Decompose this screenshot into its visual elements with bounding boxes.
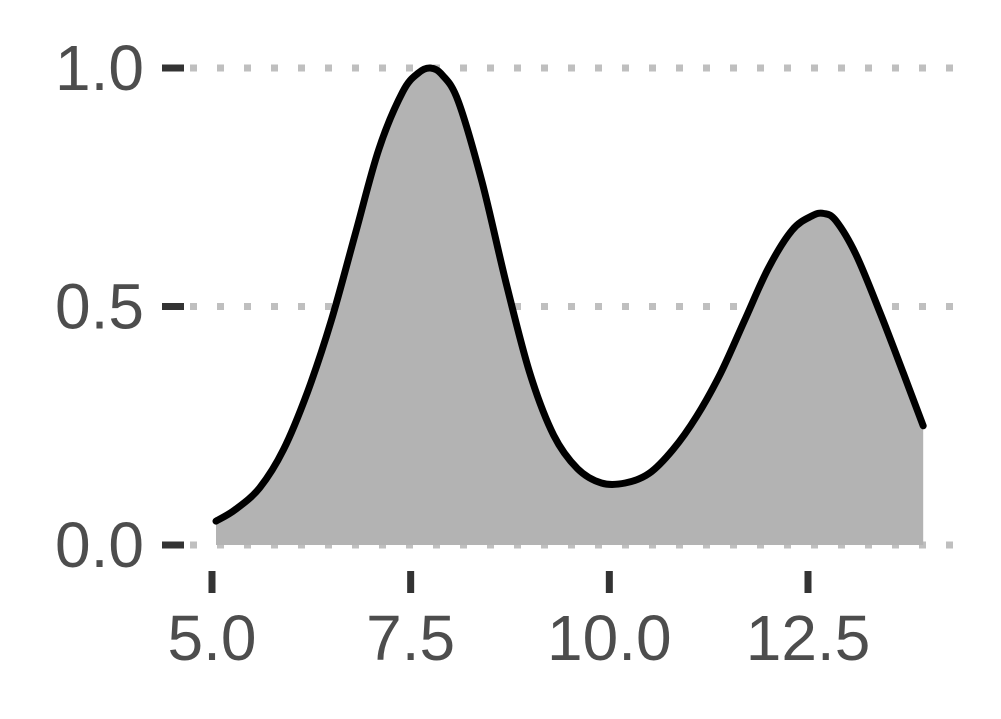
x-tick-label: 7.5 (366, 602, 455, 674)
density-area (216, 67, 924, 546)
y-tick-label: 0.0 (55, 509, 144, 581)
y-axis: 0.0 0.5 1.0 (55, 32, 184, 581)
x-tick-label: 5.0 (168, 602, 257, 674)
y-tick-label: 1.0 (55, 32, 144, 104)
x-tick-label: 12.5 (746, 602, 871, 674)
x-tick-label: 10.0 (547, 602, 672, 674)
density-curve (212, 64, 927, 525)
y-tick-label: 0.5 (55, 271, 144, 343)
x-axis: 5.0 7.5 10.0 12.5 (168, 571, 871, 674)
